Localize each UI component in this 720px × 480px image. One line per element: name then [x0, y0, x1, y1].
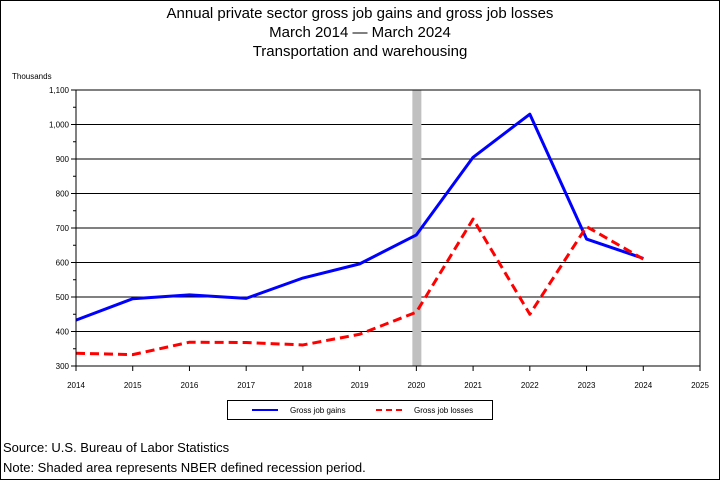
y-tick-label: 900 — [56, 155, 70, 164]
x-tick-label: 2024 — [634, 381, 652, 390]
y-axis-label: Thousands — [12, 72, 52, 81]
gross-job-gains-line — [75, 112, 644, 322]
chart-titles: Annual private sector gross job gains an… — [0, 4, 720, 61]
y-tick-label: 500 — [56, 293, 70, 302]
gridlines — [76, 89, 700, 367]
recession-note: Note: Shaded area represents NBER define… — [3, 460, 366, 475]
y-tick-label: 1,100 — [49, 86, 70, 95]
y-tick-label: 300 — [56, 362, 70, 371]
x-tick-label: 2017 — [237, 381, 255, 390]
legend-item-losses: Gross job losses — [376, 401, 473, 419]
line-chart: 300 400 500 600 700 800 900 1,000 1,100 2014 2015… — [49, 86, 709, 390]
y-tick-label: 700 — [56, 224, 70, 233]
series-lines — [75, 112, 645, 357]
legend-item-gains: Gross job gains — [252, 401, 346, 419]
legend-label-gains: Gross job gains — [290, 405, 346, 415]
x-axis-ticks: 2014 2015 2016 2017 2018 2019 2020 2021 2022 2023… — [67, 366, 709, 390]
y-axis-ticks: 300 400 500 600 700 800 900 1,000 1,100 — [49, 86, 76, 371]
y-tick-label: 600 — [56, 259, 70, 268]
source-note: Source: U.S. Bureau of Labor Statistics — [3, 440, 230, 455]
x-tick-label: 2022 — [521, 381, 539, 390]
x-tick-label: 2020 — [407, 381, 425, 390]
legend-swatch-gains — [252, 409, 278, 411]
x-tick-label: 2021 — [464, 381, 482, 390]
recession-bar — [412, 90, 422, 366]
x-tick-label: 2025 — [691, 381, 709, 390]
recession-shading — [412, 90, 422, 366]
chart-subtitle-industry: Transportation and warehousing — [252, 43, 468, 60]
legend-swatch-losses — [376, 409, 402, 411]
x-tick-label: 2018 — [294, 381, 312, 390]
x-tick-label: 2014 — [67, 381, 85, 390]
y-tick-label: 400 — [56, 328, 70, 337]
x-tick-label: 2023 — [578, 381, 596, 390]
x-tick-label: 2015 — [124, 381, 142, 390]
x-tick-label: 2016 — [181, 381, 199, 390]
y-tick-label: 800 — [56, 190, 70, 199]
footnotes: Source: U.S. Bureau of Labor Statistics … — [3, 438, 366, 478]
legend-label-losses: Gross job losses — [414, 405, 474, 415]
x-tick-label: 2019 — [351, 381, 369, 390]
y-tick-label: 1,000 — [49, 121, 70, 130]
chart-subtitle-dates: March 2014 — March 2024 — [269, 24, 451, 41]
chart-title: Annual private sector gross job gains an… — [166, 5, 554, 22]
chart-legend: Gross job gains Gross job losses — [227, 400, 493, 420]
